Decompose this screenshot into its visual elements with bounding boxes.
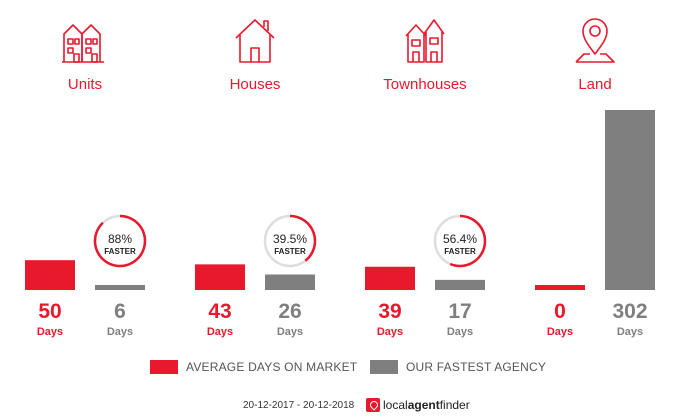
window-0 — [67, 38, 74, 45]
walls — [239, 35, 271, 63]
ground-right — [576, 53, 615, 63]
ground-left — [575, 53, 590, 63]
door-left — [412, 51, 420, 62]
localagentfinder-logo: localagentfinder — [366, 398, 470, 412]
legend-swatch-agency — [370, 360, 398, 374]
bar-average-0 — [25, 260, 75, 290]
category-label-land: Land — [578, 76, 611, 93]
chimney — [263, 20, 269, 31]
pin-dot — [589, 25, 601, 37]
bar-agency-1 — [265, 274, 315, 290]
category-label-units: Units — [68, 76, 102, 93]
window-1 — [74, 38, 80, 45]
category-label-townhouses: Townhouses — [383, 76, 466, 93]
unit-average-3: Days — [547, 326, 573, 338]
unit-agency-1: Days — [277, 326, 303, 338]
apartment-building-icon — [62, 24, 104, 63]
legend-item-average: AVERAGE DAYS ON MARKET — [150, 360, 357, 374]
bar-average-2 — [365, 266, 415, 290]
window-right — [429, 37, 439, 45]
bar-agency-0 — [95, 285, 145, 290]
faster-percent-1: 39.5% — [273, 232, 307, 246]
value-average-2: 39 — [378, 300, 401, 323]
pin — [582, 18, 608, 55]
door — [250, 47, 260, 62]
bar-average-3 — [535, 285, 585, 290]
legend-label-average: AVERAGE DAYS ON MARKET — [186, 360, 358, 374]
bar-agency-3 — [605, 110, 655, 290]
faster-percent-2: 56.4% — [443, 232, 477, 246]
value-agency-3: 302 — [612, 300, 647, 323]
value-agency-2: 17 — [448, 300, 471, 323]
window-2 — [67, 47, 74, 54]
logo-text-local: local — [383, 398, 408, 412]
faster-word-1: FASTER — [274, 247, 306, 256]
window-6 — [73, 53, 80, 63]
legend-swatch-average — [150, 360, 178, 374]
building-right — [81, 24, 101, 62]
house-icon — [235, 19, 275, 63]
value-average-0: 50 — [38, 300, 61, 323]
bar-agency-2 — [435, 279, 485, 290]
unit-agency-2: Days — [447, 326, 473, 338]
window-7 — [91, 53, 98, 63]
roof — [235, 19, 275, 39]
category-label-houses: Houses — [230, 76, 281, 93]
value-average-3: 0 — [554, 300, 566, 323]
legend-item-agency: OUR FASTEST AGENCY — [370, 360, 546, 374]
map-pin-icon — [575, 18, 615, 63]
logo-text-agent: agent — [407, 398, 440, 412]
bar-average-1 — [195, 264, 245, 290]
unit-left — [407, 34, 425, 63]
logo-text: localagentfinder — [383, 398, 470, 412]
logo-pin-icon — [366, 398, 380, 412]
unit-right — [425, 32, 443, 63]
date-range: 20-12-2017 - 20-12-2018 — [243, 400, 355, 411]
value-agency-0: 6 — [114, 300, 126, 323]
window-5 — [85, 47, 92, 54]
roof-left — [405, 24, 427, 37]
value-average-1: 43 — [208, 300, 231, 323]
faster-percent-0: 88% — [108, 232, 132, 246]
door-right — [430, 51, 438, 62]
value-agency-1: 26 — [278, 300, 301, 323]
faster-word-2: FASTER — [444, 247, 476, 256]
unit-average-0: Days — [37, 326, 63, 338]
unit-average-1: Days — [207, 326, 233, 338]
unit-agency-0: Days — [107, 326, 133, 338]
chart-legend: AVERAGE DAYS ON MARKET OUR FASTEST AGENC… — [0, 360, 700, 382]
townhouses-icon — [405, 19, 445, 63]
logo-text-finder: finder — [439, 398, 470, 412]
window-3 — [85, 38, 92, 45]
footer: 20-12-2017 - 20-12-2018 localagentfinder — [0, 397, 700, 417]
roof-right — [423, 19, 445, 35]
window-4 — [92, 38, 98, 45]
legend-label-agency: OUR FASTEST AGENCY — [406, 360, 547, 374]
faster-word-0: FASTER — [104, 247, 136, 256]
unit-agency-3: Days — [617, 326, 643, 338]
window-left — [411, 39, 421, 47]
faster-ring-progress-2 — [449, 214, 487, 268]
faster-ring-progress-0 — [93, 214, 147, 268]
chart-canvas: Units50Days6Days88%FASTERHouses43Days26D… — [25, 18, 655, 338]
unit-average-2: Days — [377, 326, 403, 338]
faster-ring-progress-1 — [289, 214, 317, 262]
